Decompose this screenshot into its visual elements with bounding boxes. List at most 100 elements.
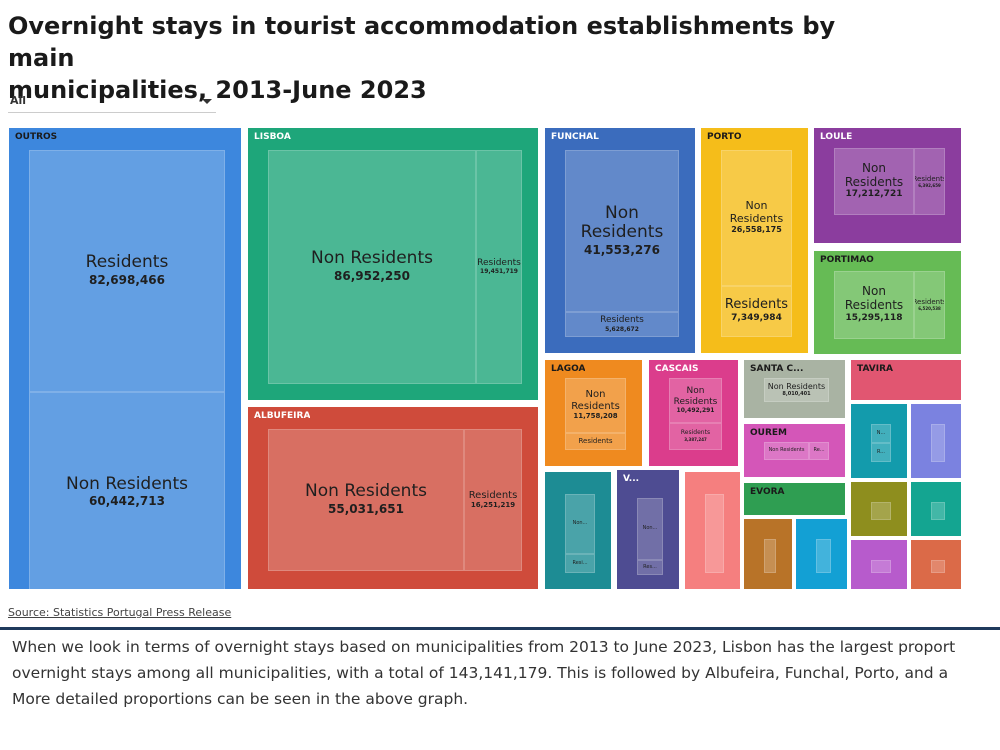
treemap-cell-loule[interactable]: LOULÉ Non Residents 17,212,721 Residents 6,3… [812,126,963,245]
treemap-cell-lisboa[interactable]: LISBOA Non Residents 86,952,250 Residents 19… [246,126,540,402]
treemap-subcell[interactable]: Non... [637,498,663,560]
paragraph-line-1: When we look in terms of overnight stays… [12,638,956,656]
subcell-value: 26,558,175 [731,225,782,235]
treemap-subcell[interactable]: Non Residents [764,442,809,460]
treemap-subcell[interactable]: Resi... [565,554,595,573]
treemap-subcell[interactable] [764,539,776,573]
treemap-cell-17[interactable] [909,402,963,480]
treemap-subcell[interactable]: Residents [565,433,626,450]
treemap-cell-lagoa[interactable]: LAGOA Non Residents 11,758,208 Residents [543,358,644,468]
subcell-label: Residents [468,489,518,501]
treemap-subcell[interactable]: Re... [809,442,829,460]
subcell-label: Non Residents [305,481,427,502]
subcell-label: Non Residents [580,202,664,243]
treemap-subcell[interactable]: Residents 5,628,672 [565,312,679,337]
treemap-cell-outros[interactable]: OUTROS Residents 82,698,466 Non Residents 60… [7,126,243,591]
treemap-cell-21[interactable] [794,517,849,591]
treemap-subcell[interactable]: Residents 3,387,247 [669,423,722,450]
municipality-label: LAGOA [551,364,586,374]
treemap-subcell[interactable]: Residents 7,349,984 [721,286,792,337]
treemap-subcell[interactable]: R... [871,443,891,462]
treemap-cell-16[interactable]: N... R... [849,402,909,480]
municipality-label: LOULÉ [820,132,853,142]
treemap-subcell[interactable] [871,560,891,573]
treemap-cell-evora[interactable]: ÉVORA [742,481,847,517]
chart-title: Overnight stays in tourist accommodation… [8,10,908,106]
subcell-value: 3,387,247 [684,437,707,443]
subcell-value: 16,251,219 [470,501,516,510]
subcell-label: Non Residents [767,382,826,392]
treemap-cell-v[interactable]: V... Non... Res... [615,468,681,591]
treemap-subcell[interactable]: Non Residents 55,031,651 [268,429,464,571]
treemap-subcell[interactable]: Residents 6,392,659 [914,148,945,215]
municipality-label: LISBOA [254,132,291,142]
treemap-cell-funchal[interactable]: FUNCHAL Non Residents 41,553,276 Residents 5… [543,126,697,355]
treemap-subcell[interactable] [705,494,724,573]
treemap-cell-tavira[interactable]: TAVIRA [849,358,963,402]
treemap-subcell[interactable]: Non Residents 26,558,175 [721,150,792,286]
municipality-label: OUTROS [15,132,58,142]
divider [0,627,1000,630]
treemap-cell-cascais[interactable]: CASCAIS Non Residents 10,492,291 Residents 3… [647,358,740,468]
treemap-subcell[interactable] [816,539,831,573]
subcell-label: Non Residents [673,386,718,407]
treemap-subcell[interactable] [931,502,945,520]
municipality-label: OURÉM [750,428,787,438]
source-link[interactable]: Source: Statistics Portugal Press Releas… [8,606,232,619]
treemap-subcell[interactable]: Non Residents 11,758,208 [565,378,626,433]
treemap-subcell[interactable] [871,502,891,520]
municipality-label: FUNCHAL [551,132,599,142]
treemap-subcell[interactable] [931,560,945,573]
subcell-label: Res... [643,563,657,570]
subcell-label: Residents [600,315,644,326]
subcell-value: 86,952,250 [334,268,410,283]
subcell-value: 10,492,291 [676,406,715,414]
subcell-label: Non Residents [768,447,805,454]
subcell-label: Residents [477,257,521,268]
subcell-label: Resi... [572,559,588,566]
treemap-subcell[interactable] [931,424,945,462]
treemap-subcell[interactable]: Residents 82,698,466 [29,150,225,392]
treemap-cell-14[interactable]: Non... Resi... [543,470,613,591]
subcell-label: Residents [85,252,169,273]
treemap-cell-22[interactable] [849,538,909,591]
treemap-cell-portimao[interactable]: PORTIMÃO Non Residents 15,295,118 Residents… [812,249,963,356]
treemap-subcell[interactable]: Non Residents 8,010,401 [764,378,829,402]
treemap-cell-15[interactable] [683,470,742,591]
treemap-cell-18[interactable] [849,480,909,538]
treemap-subcell[interactable]: Residents 16,251,219 [464,429,522,571]
treemap-subcell[interactable]: Residents 19,451,719 [476,150,522,384]
subcell-value: 41,553,276 [584,242,660,257]
treemap-subcell[interactable]: Non... [565,494,595,554]
treemap-subcell[interactable]: Non Residents 60,442,713 [29,392,225,591]
subcell-value: 17,212,721 [845,189,903,200]
treemap-subcell[interactable]: N... [871,424,891,443]
treemap-subcell[interactable]: Non Residents 41,553,276 [565,150,679,312]
treemap-subcell[interactable]: Non Residents 10,492,291 [669,378,722,423]
treemap-cell-albufeira[interactable]: ALBUFEIRA Non Residents 55,031,651 Resident… [246,405,540,591]
subcell-label: Non Residents [729,199,784,225]
municipality-label: V... [623,474,640,484]
subcell-label: Non... [642,525,658,532]
subcell-value: 5,628,672 [605,325,639,333]
treemap-cell-ourem[interactable]: OURÉM Non Residents Re... [742,422,847,479]
treemap-subcell[interactable]: Residents 6,520,538 [914,271,945,339]
treemap-cell-santa-c[interactable]: SANTA C... Non Residents 8,010,401 [742,358,847,420]
filter-selected-value: All [10,94,27,107]
treemap-cell-porto[interactable]: PORTO Non Residents 26,558,175 Residents 7,3… [699,126,810,355]
treemap-subcell[interactable]: Non Residents 86,952,250 [268,150,476,384]
treemap-subcell[interactable]: Non Residents 15,295,118 [834,271,914,339]
subcell-label: N... [876,429,886,436]
treemap-subcell[interactable]: Non Residents 17,212,721 [834,148,914,215]
subcell-value: 55,031,651 [328,501,404,516]
subcell-label: R... [876,448,886,455]
treemap-cell-19[interactable] [909,480,963,538]
title-line-2: municipalities, 2013-June 2023 [8,76,427,104]
municipality-filter-dropdown[interactable]: All [8,90,216,113]
municipality-label: SANTA C... [750,364,804,374]
treemap-cell-23[interactable] [909,538,963,591]
treemap-chart: OUTROS Residents 82,698,466 Non Residents 60… [7,126,963,591]
subcell-value: 8,010,401 [782,391,811,398]
treemap-subcell[interactable]: Res... [637,560,663,575]
treemap-cell-20[interactable] [742,517,794,591]
